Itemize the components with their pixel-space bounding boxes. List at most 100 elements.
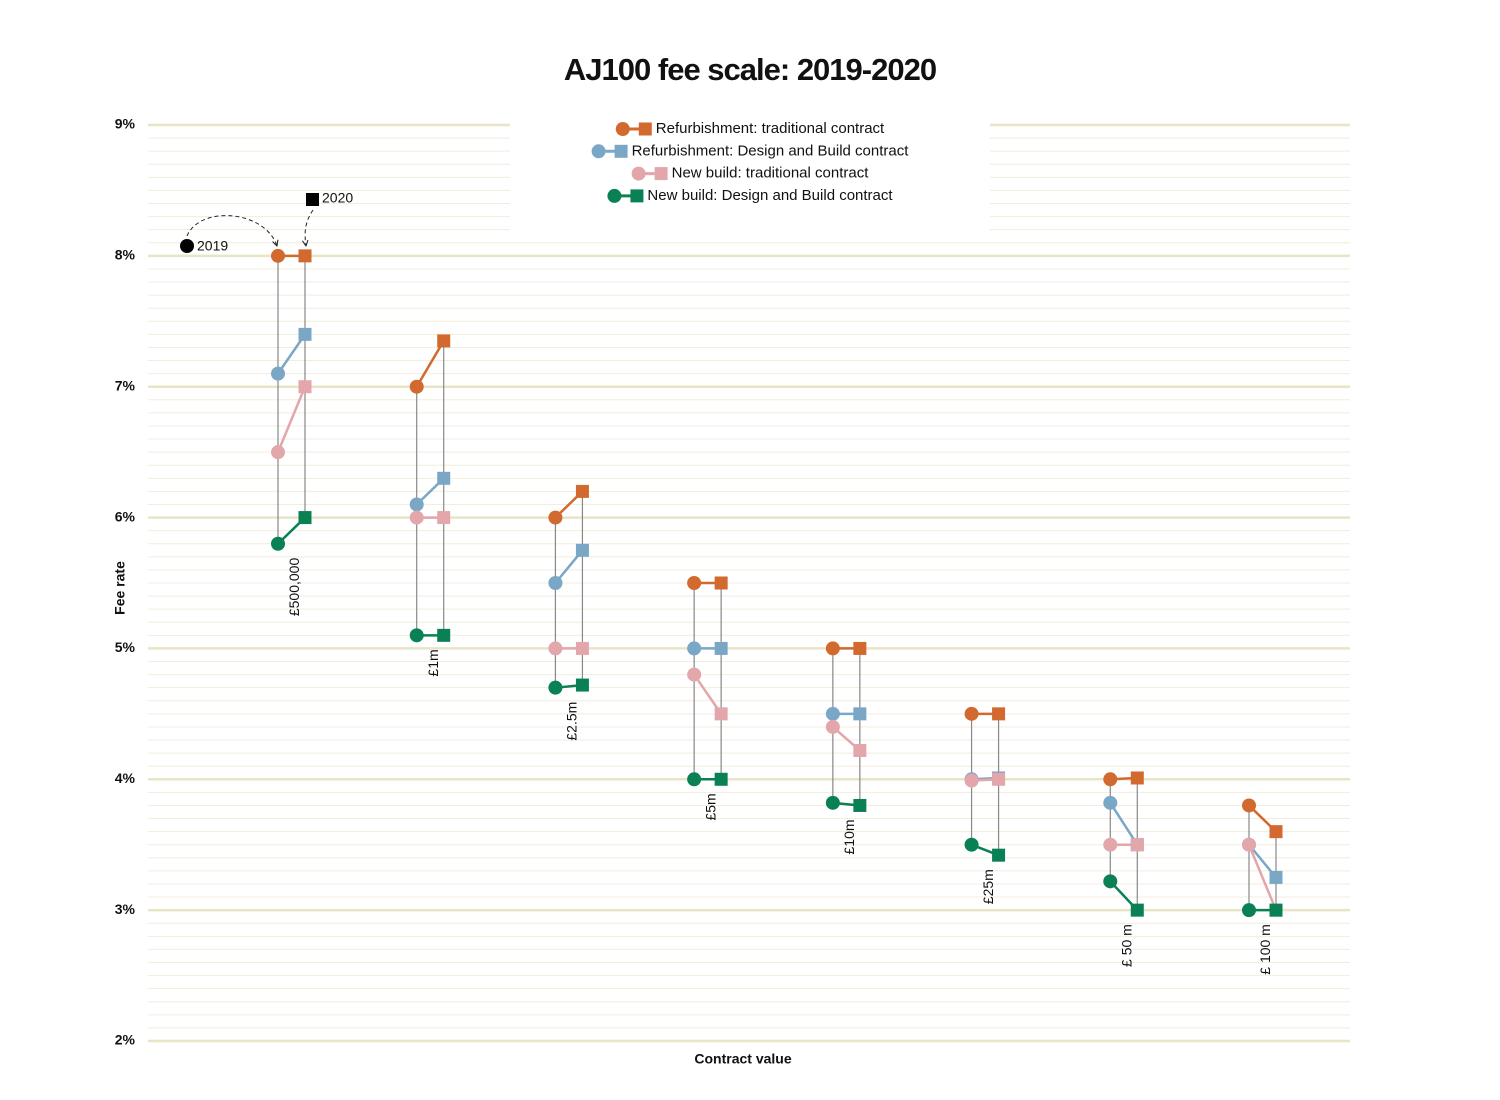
category-label: £5m: [702, 793, 718, 820]
period-marker-2020: [306, 193, 319, 206]
marker-2019: [687, 772, 702, 787]
legend-label: New build: traditional contract: [672, 165, 870, 182]
marker-2019: [1103, 837, 1118, 852]
x-axis-title: Contract value: [694, 1051, 791, 1067]
legend-label: Refurbishment: traditional contract: [656, 120, 885, 137]
category-label: £ 100 m: [1257, 924, 1273, 975]
marker-2020: [714, 641, 728, 655]
period-marker-2019: [180, 239, 194, 253]
marker-2020: [575, 484, 589, 498]
legend-entry: Refurbishment: Design and Build contract: [591, 142, 910, 159]
marker-2019: [1103, 795, 1118, 810]
legend-entry: Refurbishment: traditional contract: [615, 120, 885, 137]
marker-2020: [992, 772, 1006, 786]
marker-2020: [437, 334, 451, 348]
y-tick-label: 4%: [115, 770, 136, 786]
marker-2020: [853, 798, 867, 812]
marker-2019: [964, 837, 979, 852]
legend-square: [630, 189, 644, 203]
marker-2020: [298, 380, 312, 394]
category-label: £1m: [425, 649, 441, 676]
marker-2019: [1242, 903, 1256, 918]
chart-title: AJ100 fee scale: 2019-2020: [564, 52, 936, 87]
legend-circle: [591, 144, 606, 159]
marker-2019: [1103, 874, 1118, 889]
legend-circle: [615, 122, 630, 136]
series-connector: [276, 333, 307, 375]
marker-2020: [575, 543, 589, 557]
marker-2020: [437, 628, 451, 642]
annotation-arrow: [186, 215, 277, 246]
grid: [148, 123, 1350, 1043]
legend-circle: [607, 188, 622, 203]
marker-2020: [575, 641, 589, 655]
legend-label: Refurbishment: Design and Build contract: [632, 142, 910, 159]
legend-square: [654, 167, 668, 181]
category-label: £10m: [841, 819, 857, 854]
marker-2020: [1130, 903, 1144, 917]
marker-2019: [1242, 837, 1256, 852]
marker-2020: [1269, 903, 1283, 917]
legend-entry: New build: Design and Build contract: [607, 187, 893, 204]
marker-2020: [298, 249, 312, 263]
marker-2019: [1103, 772, 1118, 787]
series-connector: [1247, 844, 1278, 911]
marker-2020: [992, 848, 1006, 862]
marker-2020: [1130, 771, 1144, 785]
legend-background: [510, 112, 990, 242]
marker-2020: [714, 707, 728, 721]
series-connector: [415, 340, 445, 388]
series-connector: [693, 673, 723, 715]
marker-2019: [271, 366, 285, 381]
marker-2019: [964, 706, 979, 721]
marker-2019: [271, 248, 285, 263]
legend-circle: [631, 166, 646, 181]
marker-2020: [298, 511, 312, 525]
marker-2020: [437, 471, 451, 485]
y-tick-label: 3%: [115, 901, 136, 917]
legend-label: New build: Design and Build contract: [647, 187, 893, 204]
legend-square: [614, 144, 628, 158]
marker-2019: [1242, 798, 1256, 813]
marker-2019: [825, 706, 840, 721]
marker-2020: [1269, 870, 1283, 884]
marker-2019: [409, 628, 424, 643]
series-connector: [276, 386, 307, 453]
marker-2019: [548, 641, 563, 656]
marker-2020: [714, 576, 728, 590]
series-connector: [1109, 802, 1139, 846]
category-label: £500,000: [286, 558, 302, 617]
category-label: £2.5m: [564, 702, 580, 741]
category-label: £ 50 m: [1118, 924, 1134, 967]
y-axis-title: Fee rate: [112, 561, 128, 615]
legend-square: [638, 122, 652, 136]
marker-2020: [298, 327, 312, 341]
marker-2019: [687, 641, 702, 656]
y-tick-label: 8%: [115, 247, 136, 263]
marker-2020: [853, 743, 867, 757]
marker-2020: [575, 678, 589, 692]
marker-2019: [964, 773, 979, 788]
y-tick-label: 7%: [115, 377, 136, 393]
y-tick-label: 9%: [115, 116, 136, 132]
y-tick-label: 2%: [115, 1032, 136, 1048]
y-tick-label: 6%: [115, 508, 136, 524]
marker-2019: [271, 445, 285, 460]
marker-2019: [687, 576, 702, 590]
marker-2020: [714, 772, 728, 786]
legend-entry: New build: traditional contract: [631, 165, 870, 182]
marker-2020: [853, 707, 867, 721]
marker-2019: [687, 667, 702, 682]
marker-2020: [1130, 838, 1144, 852]
marker-2019: [825, 641, 840, 656]
marker-2020: [437, 511, 451, 525]
marker-2019: [271, 536, 285, 551]
period-label: 2019: [197, 238, 228, 254]
marker-2020: [853, 641, 867, 655]
legend: Refurbishment: traditional contract Refur…: [591, 120, 910, 204]
marker-2019: [409, 510, 424, 525]
y-tick-label: 5%: [115, 639, 136, 655]
marker-2019: [548, 680, 563, 695]
category-label: £25m: [980, 869, 996, 904]
